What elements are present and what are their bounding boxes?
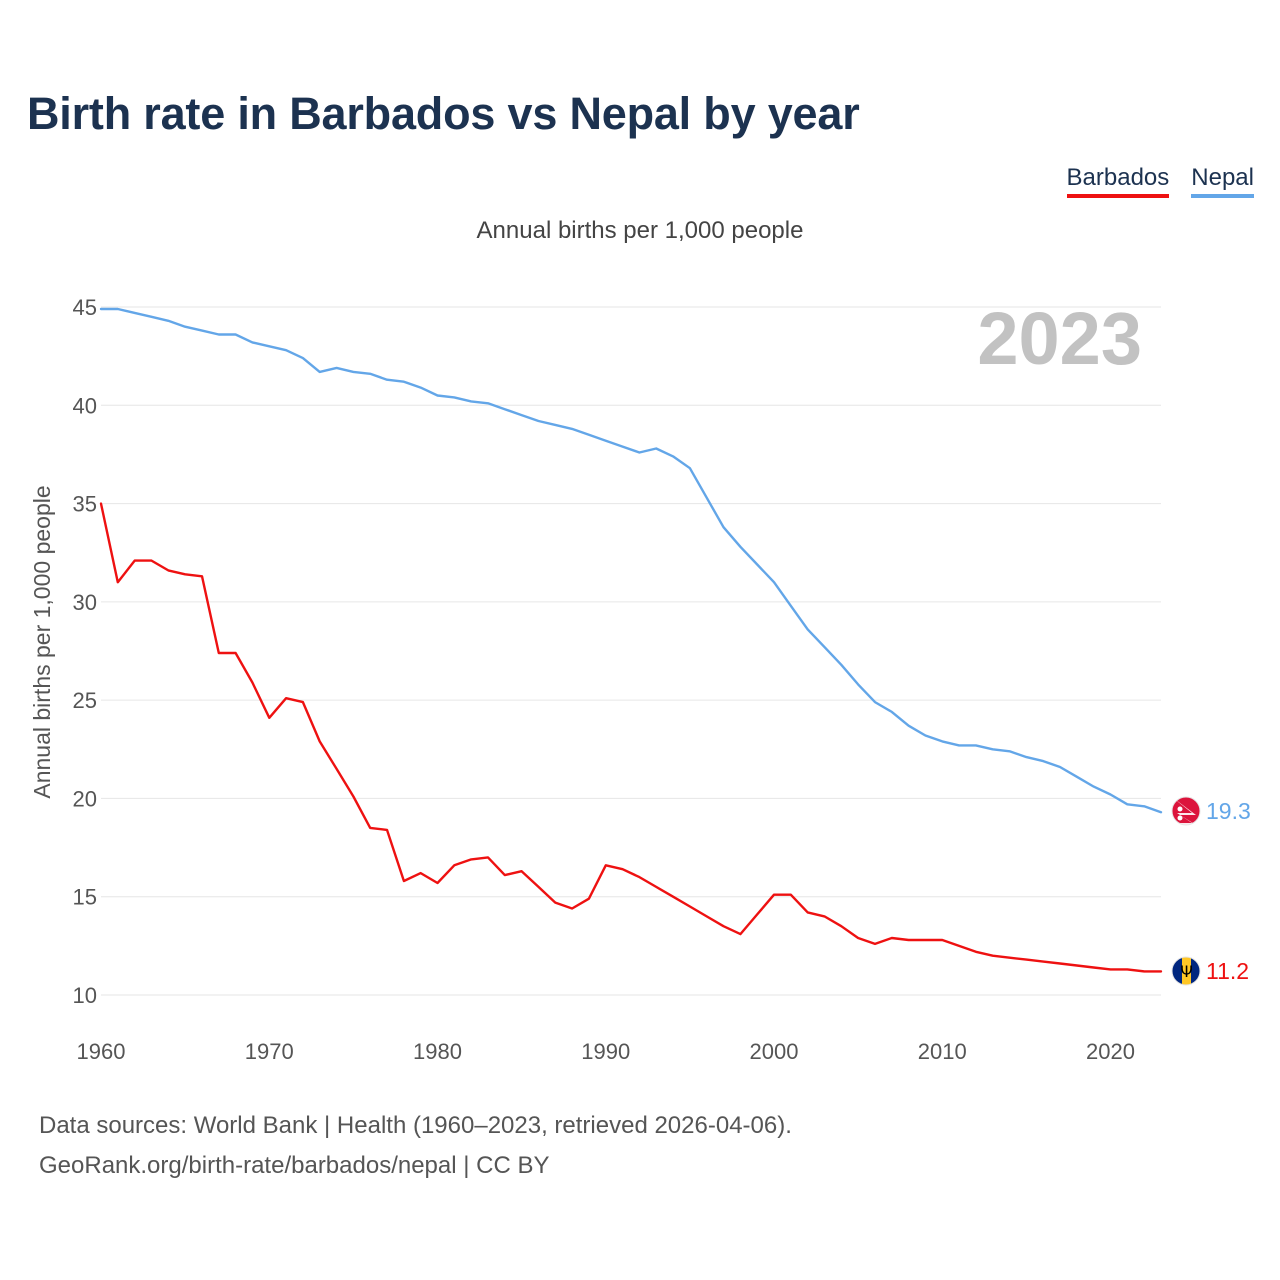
x-tick-label-2000: 2000 bbox=[750, 1039, 799, 1064]
footer-sources: Data sources: World Bank | Health (1960–… bbox=[39, 1112, 792, 1139]
x-tick-label-1990: 1990 bbox=[581, 1039, 630, 1064]
current-year-label: 2023 bbox=[977, 297, 1142, 380]
y-tick-label-15: 15 bbox=[73, 885, 97, 910]
x-tick-label-1980: 1980 bbox=[413, 1039, 462, 1064]
x-tick-label-2010: 2010 bbox=[918, 1039, 967, 1064]
nepal-flag-icon bbox=[1172, 797, 1200, 825]
barbados-flag-icon: Ψ bbox=[1172, 957, 1200, 985]
y-axis-ticks: 10 15 20 25 30 35 40 45 bbox=[73, 295, 97, 1008]
x-tick-label-1970: 1970 bbox=[245, 1039, 294, 1064]
legend-item-barbados[interactable]: Barbados bbox=[1066, 164, 1170, 198]
y-axis-label: Annual births per 1,000 people bbox=[29, 485, 55, 798]
series-line-nepal bbox=[99, 307, 1163, 814]
end-label-barbados: 11.2 bbox=[1206, 958, 1249, 984]
footer: Data sources: World Bank | Health (1960–… bbox=[39, 1106, 792, 1186]
legend: Barbados Nepal bbox=[1066, 164, 1254, 198]
y-tick-label-20: 20 bbox=[73, 786, 97, 811]
barbados-flag-border bbox=[1171, 956, 1201, 986]
x-tick-label-2020: 2020 bbox=[1086, 1039, 1135, 1064]
grid-lines bbox=[101, 306, 1161, 996]
y-tick-label-40: 40 bbox=[73, 393, 97, 418]
x-axis-ticks: 1960 1970 1980 1990 2000 2010 2020 bbox=[77, 1039, 1135, 1064]
chart-subtitle: Annual births per 1,000 people bbox=[476, 217, 804, 244]
series-lines bbox=[99, 307, 1163, 973]
series-line-barbados bbox=[99, 502, 1163, 973]
footer-link: GeoRank.org/birth-rate/barbados/nepal | … bbox=[39, 1152, 550, 1179]
legend-item-nepal[interactable]: Nepal bbox=[1191, 164, 1254, 198]
chart-plot: 10 15 20 25 30 35 40 45 1960 1970 1980 1990 2000 201… bbox=[29, 295, 1251, 1064]
y-tick-label-35: 35 bbox=[73, 492, 97, 517]
chart-title: Birth rate in Barbados vs Nepal by year bbox=[27, 88, 860, 139]
end-label-nepal: 19.3 bbox=[1206, 798, 1251, 824]
y-tick-label-25: 25 bbox=[73, 688, 97, 713]
y-tick-label-30: 30 bbox=[73, 590, 97, 615]
x-tick-label-1960: 1960 bbox=[77, 1039, 126, 1064]
nepal-flag-border bbox=[1171, 796, 1201, 826]
y-tick-label-10: 10 bbox=[73, 983, 97, 1008]
y-tick-label-45: 45 bbox=[73, 295, 97, 320]
svg-text:Ψ: Ψ bbox=[1180, 962, 1193, 981]
